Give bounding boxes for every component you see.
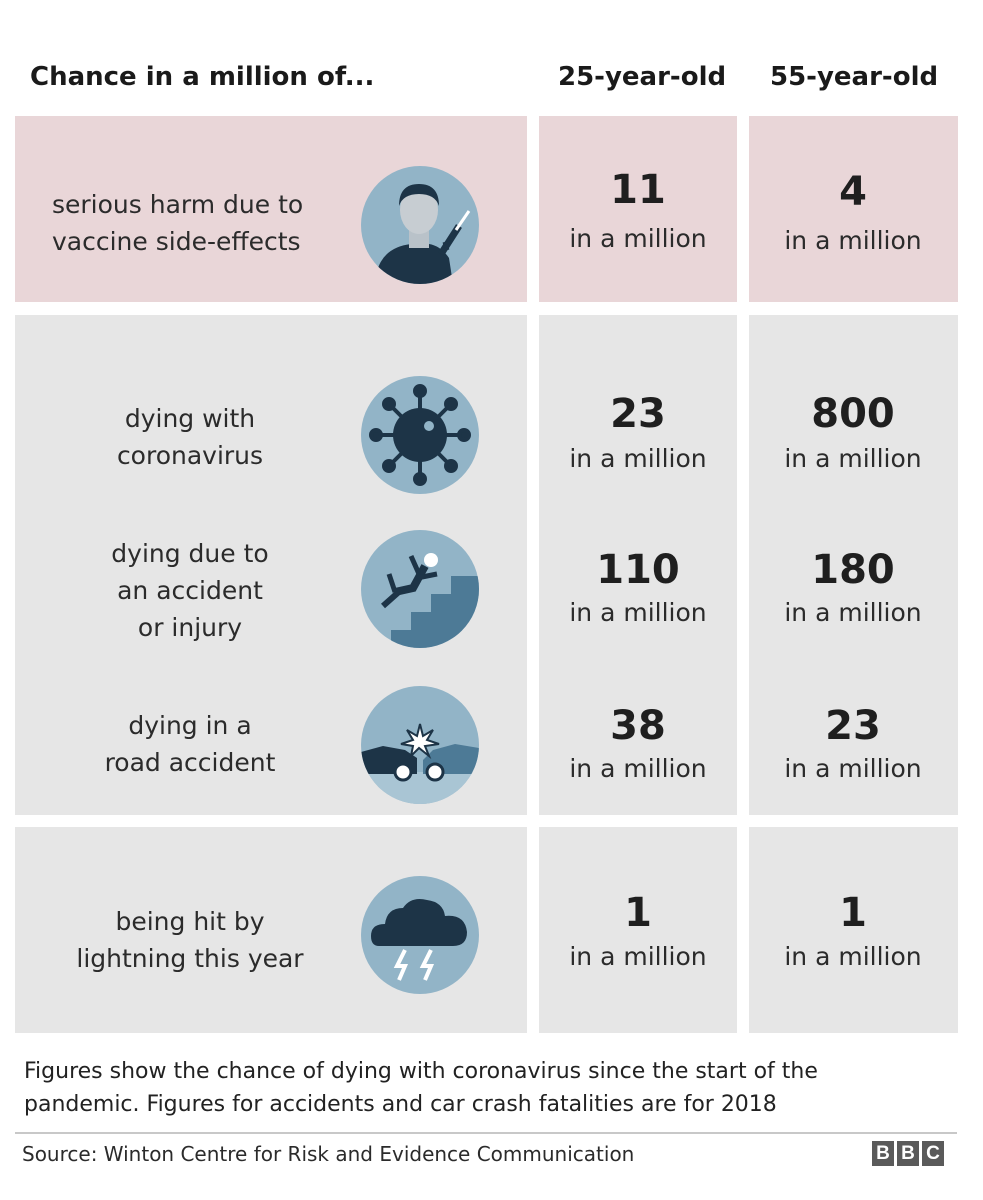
risk-25-panel: [539, 315, 737, 815]
label-line: or injury: [137, 613, 243, 642]
label-line: coronavirus: [116, 441, 264, 470]
unit-25-accident: in a million: [569, 598, 707, 627]
logo-letter: C: [922, 1141, 944, 1166]
table-title: Chance in a million of...: [30, 62, 375, 92]
footnote-line: pandemic. Figures for accidents and car …: [24, 1092, 777, 1117]
value-25-accident: 110: [596, 547, 680, 593]
unit-25-coronavirus: in a million: [569, 444, 707, 473]
car-crash-icon: [361, 686, 479, 804]
unit-55-lightning: in a million: [784, 942, 922, 971]
lightning-25-panel: [539, 827, 737, 1033]
value-25-road-accident: 38: [610, 703, 666, 749]
unit-55-coronavirus: in a million: [784, 444, 922, 473]
vaccine-55-panel: [749, 116, 958, 302]
label-line: an accident: [117, 576, 263, 605]
label-line: dying in a: [128, 711, 252, 740]
label-line: lightning this year: [76, 944, 304, 973]
label-line: being hit by: [115, 907, 265, 936]
label-line: serious harm due to: [52, 190, 304, 219]
source-text: Source: Winton Centre for Risk and Evide…: [22, 1142, 635, 1166]
value-25-coronavirus: 23: [610, 391, 666, 437]
row-label-coronavirus: dying with coronavirus: [90, 400, 290, 474]
lightning-cloud-icon: [361, 876, 479, 994]
falling-person-icon: [361, 530, 479, 648]
column-header-55: 55-year-old: [770, 62, 939, 92]
row-label-vaccine: serious harm due to vaccine side-effects: [52, 186, 303, 260]
row-label-lightning: being hit by lightning this year: [55, 903, 325, 977]
coronavirus-icon: [361, 376, 479, 494]
column-header-25: 25-year-old: [558, 62, 727, 92]
unit-25-vaccine: in a million: [569, 224, 707, 253]
label-line: vaccine side-effects: [52, 227, 301, 256]
vaccine-person-icon: [361, 166, 479, 284]
unit-25-road-accident: in a million: [569, 754, 707, 783]
lightning-55-panel: [749, 827, 958, 1033]
footnote-line: Figures show the chance of dying with co…: [24, 1059, 818, 1084]
vaccine-25-panel: [539, 116, 737, 302]
value-55-vaccine: 4: [839, 169, 867, 215]
row-label-accident: dying due to an accident or injury: [90, 535, 290, 646]
label-line: road accident: [104, 748, 276, 777]
row-label-road-accident: dying in a road accident: [90, 707, 290, 781]
logo-letter: B: [872, 1141, 894, 1166]
label-line: dying due to: [111, 539, 269, 568]
unit-25-lightning: in a million: [569, 942, 707, 971]
value-55-lightning: 1: [839, 890, 867, 936]
divider: [15, 1132, 957, 1134]
value-55-coronavirus: 800: [811, 391, 895, 437]
unit-55-road-accident: in a million: [784, 754, 922, 783]
unit-55-accident: in a million: [784, 598, 922, 627]
risk-55-panel: [749, 315, 958, 815]
unit-55-vaccine: in a million: [784, 226, 922, 255]
value-25-lightning: 1: [624, 890, 652, 936]
label-line: dying with: [124, 404, 256, 433]
value-55-accident: 180: [811, 547, 895, 593]
bbc-logo: B B C: [872, 1141, 944, 1166]
footnote: Figures show the chance of dying with co…: [24, 1055, 954, 1121]
logo-letter: B: [897, 1141, 919, 1166]
value-55-road-accident: 23: [825, 703, 881, 749]
value-25-vaccine: 11: [610, 167, 666, 213]
